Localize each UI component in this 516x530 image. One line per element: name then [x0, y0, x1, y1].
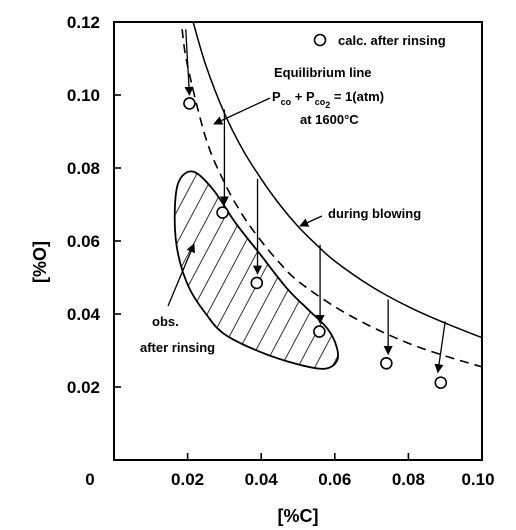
y-axis-label: [%O] [30, 241, 50, 283]
plot-frame [113, 21, 483, 461]
data-point-4 [313, 325, 326, 338]
data-point-5 [380, 356, 393, 370]
y-tick-label-6: 0.12 [67, 13, 100, 32]
data-point-6 [434, 376, 448, 389]
observed-region-outline [173, 170, 339, 370]
x-tick-label-6: 0.10 [461, 470, 494, 489]
equilibrium-pointer [213, 97, 271, 125]
x-tick-label-1: 0 [85, 470, 94, 489]
ticks-layer: 0 0.02 0.04 0.06 0.08 0.10 0.02 0.04 0.06 0.08 0.1… [67, 13, 495, 489]
formula-sub-co2: co [315, 97, 326, 107]
data-point-2 [216, 206, 229, 219]
equilibrium-line [181, 29, 483, 368]
y-tick-label-4: 0.08 [67, 159, 100, 178]
y-tick-label-2: 0.04 [67, 305, 101, 324]
y-tick-label-5: 0.10 [67, 86, 100, 105]
equilibrium-temp: at 1600°C [300, 112, 359, 127]
formula-sub-co: co [281, 97, 292, 107]
during-blowing-pointer [299, 215, 323, 227]
y-tick-label-3: 0.06 [67, 232, 100, 251]
obs-label-line2: after rinsing [140, 340, 215, 355]
x-tick-label-4: 0.06 [318, 470, 351, 489]
data-point-3 [250, 276, 264, 290]
x-tick-label-3: 0.04 [245, 470, 279, 489]
x-tick-label-2: 0.02 [171, 470, 204, 489]
equilibrium-formula: Pco + Pco2 = 1(atm) [272, 89, 384, 110]
legend-label: calc. after rinsing [338, 33, 446, 48]
formula-plus: + [291, 89, 306, 104]
during-blowing-label: during blowing [328, 206, 421, 221]
data-point-1 [183, 97, 196, 110]
formula-rhs: = 1(atm) [330, 89, 384, 104]
rinsing-arrow-6 [434, 321, 446, 374]
obs-label-line1: obs. [152, 314, 179, 329]
legend-marker [313, 33, 327, 47]
x-axis-label: [%C] [278, 506, 319, 526]
arrows-layer [184, 29, 446, 374]
formula-sub-2: 2 [325, 100, 330, 110]
y-tick-label-1: 0.02 [67, 378, 100, 397]
points-layer [183, 97, 448, 389]
x-tick-label-5: 0.08 [392, 470, 425, 489]
formula-p2: P [306, 89, 315, 104]
equilibrium-title: Equilibrium line [274, 65, 372, 80]
rinsing-arrow-1 [184, 29, 194, 96]
obs-pointer [167, 243, 196, 307]
formula-p1: P [272, 89, 281, 104]
